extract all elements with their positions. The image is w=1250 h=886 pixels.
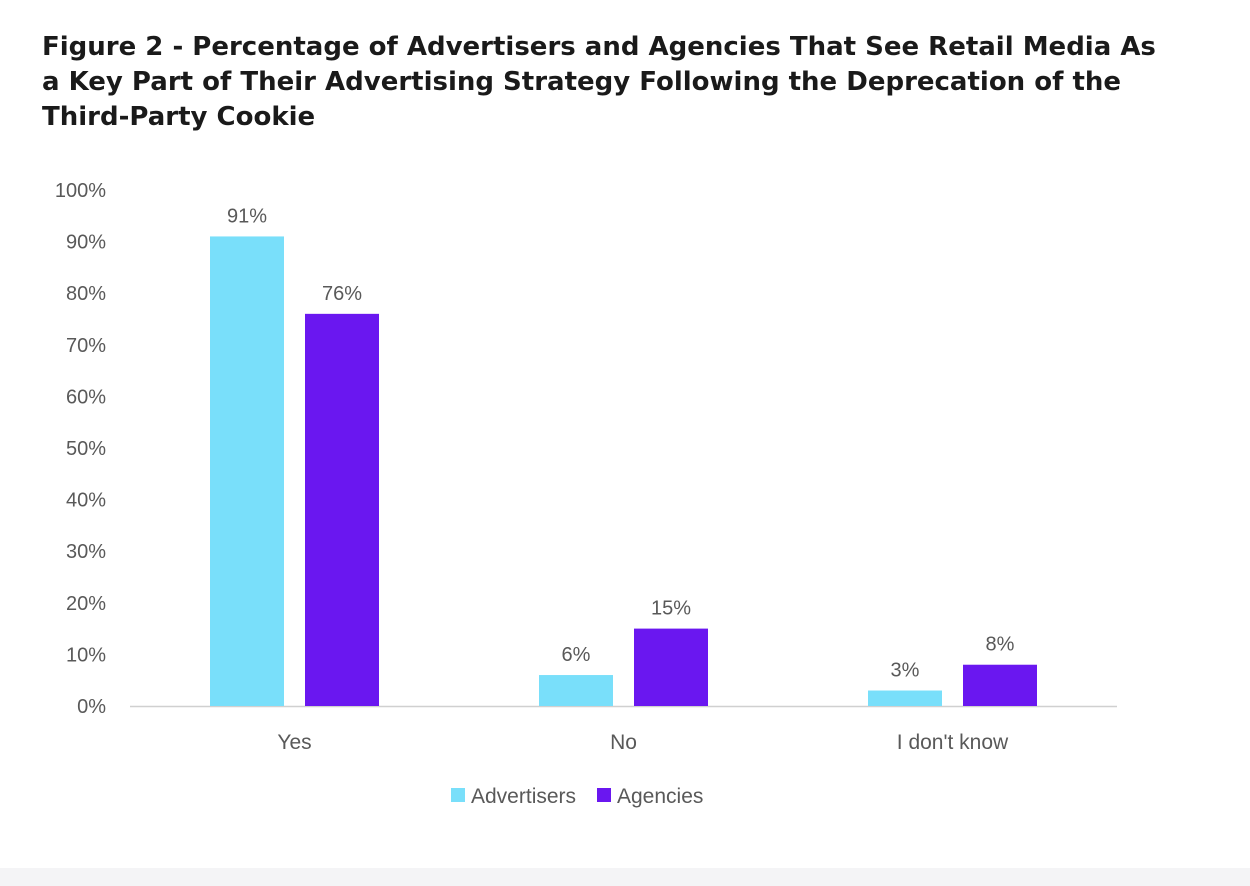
y-tick-label: 60% <box>66 386 106 408</box>
x-tick-label: No <box>610 731 637 754</box>
y-tick-label: 70% <box>66 335 106 357</box>
data-label: 91% <box>227 205 267 227</box>
chart-title: Figure 2 - Percentage of Advertisers and… <box>42 30 1202 135</box>
y-tick-label: 80% <box>66 283 106 305</box>
legend-label-advertisers: Advertisers <box>471 785 576 808</box>
y-tick-label: 40% <box>66 490 106 512</box>
bar-advertisers-0 <box>210 236 284 706</box>
legend-swatch-agencies <box>597 788 611 802</box>
bar-agencies-0 <box>305 313 379 706</box>
y-tick-label: 0% <box>77 696 106 718</box>
data-label: 15% <box>651 598 691 620</box>
bar-advertisers-1 <box>539 675 613 706</box>
chart-title-line-2: a Key Part of Their Advertising Strategy… <box>42 67 1122 97</box>
data-label: 6% <box>562 644 591 666</box>
bottom-band <box>0 868 1250 886</box>
legend-label-agencies: Agencies <box>617 785 703 808</box>
x-tick-label: I don't know <box>897 731 1009 754</box>
data-label: 76% <box>322 283 362 305</box>
y-tick-label: 20% <box>66 593 106 615</box>
legend-swatch-advertisers <box>451 788 465 802</box>
bar-agencies-2 <box>963 664 1037 706</box>
y-tick-label: 10% <box>66 644 106 666</box>
data-label: 3% <box>891 660 920 682</box>
y-tick-label: 30% <box>66 541 106 563</box>
data-label: 8% <box>986 634 1015 656</box>
y-tick-label: 90% <box>66 232 106 254</box>
y-tick-label: 50% <box>66 438 106 460</box>
y-tick-label: 100% <box>55 180 106 202</box>
chart-title-line-1: Figure 2 - Percentage of Advertisers and… <box>42 32 1156 62</box>
bar-advertisers-2 <box>868 690 942 706</box>
bar-agencies-1 <box>634 628 708 706</box>
x-tick-label: Yes <box>277 731 311 754</box>
chart-title-line-3: Third-Party Cookie <box>42 102 316 132</box>
